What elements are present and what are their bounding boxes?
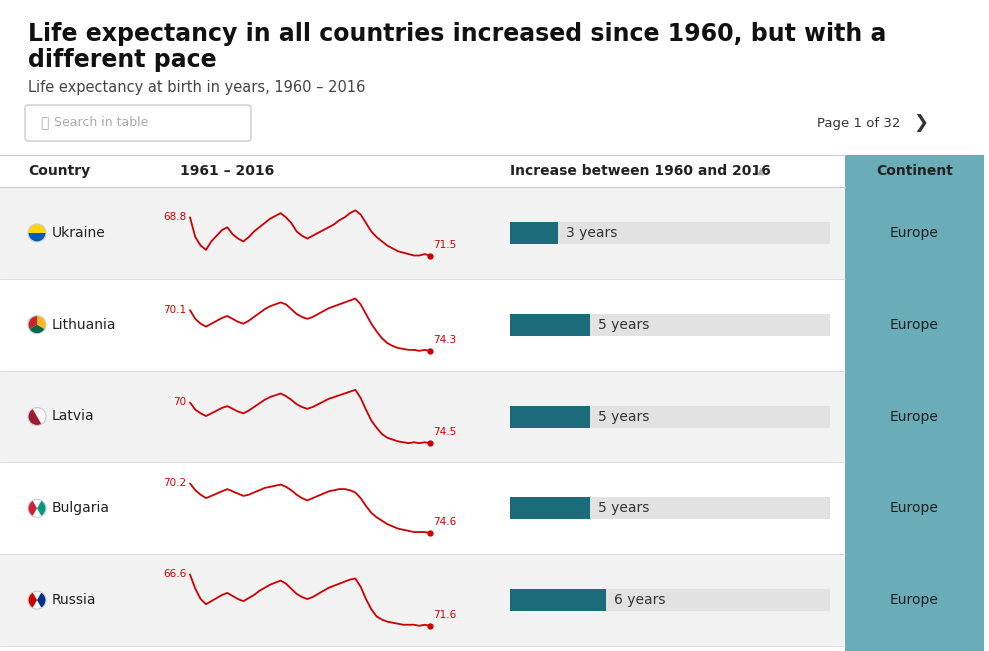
Text: 70.1: 70.1 (163, 305, 186, 315)
Text: different pace: different pace (28, 48, 217, 72)
Bar (510, 406, 830, 428)
Text: 68.8: 68.8 (163, 212, 186, 223)
Bar (0, 370, 845, 462)
Wedge shape (28, 409, 37, 424)
Wedge shape (28, 316, 37, 329)
Wedge shape (28, 417, 46, 426)
Text: 5 years: 5 years (598, 409, 650, 424)
Wedge shape (37, 316, 46, 329)
Wedge shape (28, 600, 46, 609)
Bar (510, 589, 830, 611)
Text: 66.6: 66.6 (163, 570, 186, 579)
Text: 6 years: 6 years (614, 593, 666, 607)
Wedge shape (37, 592, 46, 608)
Text: 1961 – 2016: 1961 – 2016 (180, 164, 274, 178)
Wedge shape (28, 233, 46, 242)
Text: Europe: Europe (890, 593, 939, 607)
Text: Europe: Europe (890, 409, 939, 424)
Text: Country: Country (28, 164, 90, 178)
Text: Life expectancy at birth in years, 1960 – 2016: Life expectancy at birth in years, 1960 … (28, 80, 365, 95)
Bar (510, 406, 590, 428)
Text: 71.6: 71.6 (433, 610, 456, 620)
Bar (510, 497, 830, 519)
Text: Continent: Continent (876, 164, 953, 178)
Text: 74.3: 74.3 (433, 335, 456, 345)
Bar (510, 222, 830, 244)
Text: Europe: Europe (890, 501, 939, 516)
Text: 70.2: 70.2 (163, 478, 186, 488)
Wedge shape (37, 501, 46, 516)
Text: Increase between 1960 and 2016: Increase between 1960 and 2016 (510, 164, 770, 178)
Text: 3 years: 3 years (566, 226, 617, 240)
Text: 74.6: 74.6 (433, 517, 456, 527)
Bar (0, 554, 845, 646)
Wedge shape (30, 325, 45, 334)
Text: Page 1 of 32: Page 1 of 32 (817, 117, 900, 130)
Wedge shape (28, 501, 37, 516)
Text: Europe: Europe (890, 318, 939, 332)
Text: 74.5: 74.5 (433, 427, 456, 437)
Text: 5 years: 5 years (598, 501, 650, 516)
Bar (0, 462, 845, 554)
Bar (510, 222, 558, 244)
Bar (0, 187, 845, 279)
Bar (845, 155, 984, 651)
FancyBboxPatch shape (25, 105, 251, 141)
Text: Search in table: Search in table (54, 117, 148, 130)
Wedge shape (28, 224, 46, 233)
Text: Ukraine: Ukraine (52, 226, 106, 240)
Text: Europe: Europe (890, 226, 939, 240)
Bar (0, 279, 845, 370)
Bar (510, 314, 590, 336)
Text: Latvia: Latvia (52, 409, 95, 424)
Wedge shape (37, 409, 46, 424)
Text: Lithuania: Lithuania (52, 318, 117, 332)
Text: ▲: ▲ (757, 166, 764, 176)
Wedge shape (28, 508, 46, 518)
Text: ❯: ❯ (913, 114, 928, 132)
Text: Russia: Russia (52, 593, 97, 607)
Text: 71.5: 71.5 (433, 240, 456, 249)
Text: Life expectancy in all countries increased since 1960, but with a: Life expectancy in all countries increas… (28, 22, 886, 46)
Bar (510, 497, 590, 519)
Wedge shape (28, 592, 37, 608)
Bar (510, 589, 606, 611)
Bar (510, 314, 830, 336)
Text: 70: 70 (173, 398, 186, 408)
Text: Bulgaria: Bulgaria (52, 501, 110, 516)
Text: ⌕: ⌕ (40, 116, 48, 130)
Text: 5 years: 5 years (598, 318, 650, 332)
